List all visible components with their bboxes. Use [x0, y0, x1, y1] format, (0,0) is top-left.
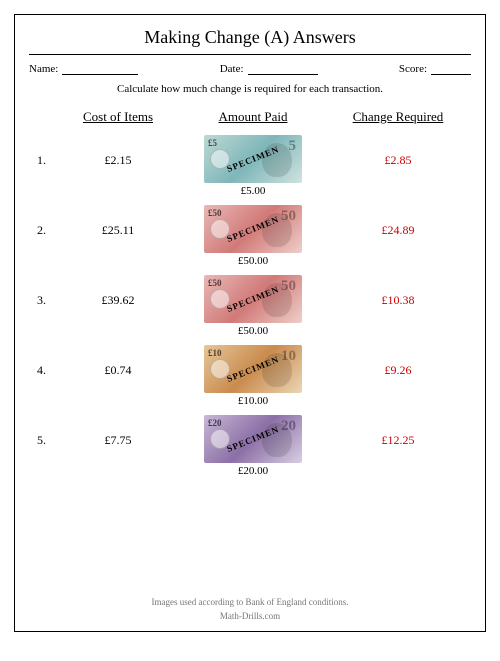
header-change: Change Required [333, 109, 463, 135]
banknote-denom-small: £5 [208, 138, 217, 148]
amount-paid-cell: £2020SPECIMEN £20.00 [173, 415, 333, 485]
cost-value: £2.15 [63, 135, 173, 168]
score-field: Score: [399, 63, 471, 75]
banknote-image: £55SPECIMEN [204, 135, 302, 183]
amount-paid-value: £5.00 [173, 185, 333, 197]
meta-row: Name: Date: Score: [29, 63, 471, 75]
banknote-denom-small: £50 [208, 208, 222, 218]
row-number: 1. [37, 135, 63, 168]
name-label: Name: [29, 63, 58, 75]
instruction-text: Calculate how much change is required fo… [29, 83, 471, 95]
amount-paid-value: £50.00 [173, 255, 333, 267]
header-paid: Amount Paid [173, 109, 333, 135]
amount-paid-value: £20.00 [173, 465, 333, 477]
worksheet-page: Making Change (A) Answers Name: Date: Sc… [14, 14, 486, 632]
amount-paid-cell: £55SPECIMEN £5.00 [173, 135, 333, 205]
banknote-denom-small: £50 [208, 278, 222, 288]
row-number: 2. [37, 205, 63, 238]
cost-value: £7.75 [63, 415, 173, 448]
score-blank[interactable] [431, 64, 471, 75]
change-value: £10.38 [333, 275, 463, 308]
name-blank[interactable] [62, 64, 138, 75]
name-field: Name: [29, 63, 138, 75]
worksheet-grid: Cost of Items Amount Paid Change Require… [29, 109, 471, 485]
change-value: £2.85 [333, 135, 463, 168]
banknote-image: £2020SPECIMEN [204, 415, 302, 463]
date-label: Date: [220, 63, 244, 75]
row-number: 4. [37, 345, 63, 378]
date-blank[interactable] [248, 64, 318, 75]
amount-paid-cell: £5050SPECIMEN £50.00 [173, 205, 333, 275]
row-number: 5. [37, 415, 63, 448]
banknote-image: £5050SPECIMEN [204, 205, 302, 253]
amount-paid-value: £10.00 [173, 395, 333, 407]
banknote-image: £1010SPECIMEN [204, 345, 302, 393]
cost-value: £25.11 [63, 205, 173, 238]
amount-paid-cell: £1010SPECIMEN £10.00 [173, 345, 333, 415]
change-value: £24.89 [333, 205, 463, 238]
score-label: Score: [399, 63, 427, 75]
amount-paid-cell: £5050SPECIMEN £50.00 [173, 275, 333, 345]
row-number: 3. [37, 275, 63, 308]
footer-site: Math-Drills.com [15, 611, 485, 621]
footer-attribution: Images used according to Bank of England… [15, 597, 485, 607]
change-value: £12.25 [333, 415, 463, 448]
page-title: Making Change (A) Answers [29, 27, 471, 48]
amount-paid-value: £50.00 [173, 325, 333, 337]
title-rule [29, 54, 471, 55]
cost-value: £39.62 [63, 275, 173, 308]
banknote-image: £5050SPECIMEN [204, 275, 302, 323]
cost-value: £0.74 [63, 345, 173, 378]
banknote-denom-small: £10 [208, 348, 222, 358]
header-cost: Cost of Items [63, 109, 173, 135]
date-field: Date: [220, 63, 318, 75]
banknote-denom-small: £20 [208, 418, 222, 428]
change-value: £9.26 [333, 345, 463, 378]
